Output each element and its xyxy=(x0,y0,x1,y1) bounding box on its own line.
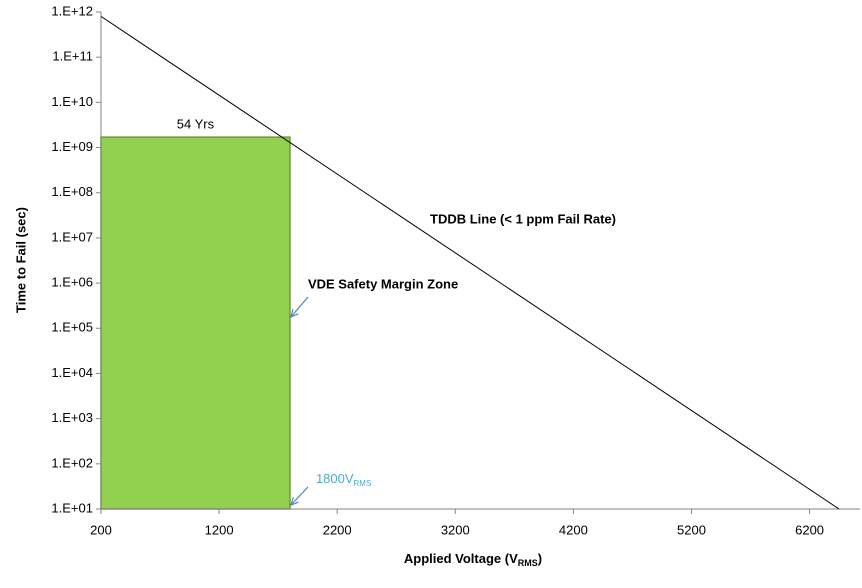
y-tick-label: 1.E+05 xyxy=(51,320,93,335)
y-tick-label: 1.E+03 xyxy=(51,410,93,425)
zone-name: VDE Safety Margin Zone xyxy=(308,276,458,291)
y-tick-label: 1.E+02 xyxy=(51,455,93,470)
y-tick-label: 1.E+04 xyxy=(51,365,93,380)
x-axis-title: Applied Voltage (VRMS) xyxy=(404,551,542,568)
y-axis-title: Time to Fail (sec) xyxy=(13,207,28,313)
x-tick-label: 200 xyxy=(90,522,112,537)
x-tick-label: 3200 xyxy=(441,522,470,537)
arrow xyxy=(290,296,309,318)
y-tick-label: 1.E+07 xyxy=(51,229,93,244)
y-tick-label: 1.E+12 xyxy=(51,3,93,18)
marker-text: 1800V xyxy=(316,471,354,486)
x-tick-label: 4200 xyxy=(559,522,588,537)
y-tick-label: 1.E+09 xyxy=(51,139,93,154)
marker-sub: RMS xyxy=(354,479,372,488)
y-tick-label: 1.E+11 xyxy=(52,49,93,64)
series-label: TDDB Line (< 1 ppm Fail Rate) xyxy=(430,211,616,226)
y-tick-label: 1.E+06 xyxy=(51,275,93,290)
safety-zone xyxy=(100,136,291,510)
arrow-head xyxy=(290,497,299,507)
x-tick-label: 6200 xyxy=(795,522,824,537)
x-axis-title-tail: ) xyxy=(538,551,542,566)
marker-label: 1800VRMS xyxy=(316,471,371,488)
y-tick-label: 1.E+01 xyxy=(51,500,93,515)
y-tick-label: 1.E+08 xyxy=(51,184,93,199)
arrow xyxy=(290,486,309,506)
x-tick-label: 1200 xyxy=(205,522,234,537)
x-tick-label: 2200 xyxy=(323,522,352,537)
x-tick-label: 5200 xyxy=(677,522,706,537)
arrow-head xyxy=(290,309,299,319)
x-axis-title-text: Applied Voltage (V xyxy=(404,551,518,566)
y-tick-label: 1.E+10 xyxy=(51,94,93,109)
x-axis-title-sub: RMS xyxy=(518,558,538,568)
zone-value-label: 54 Yrs xyxy=(177,117,215,132)
tddb-line xyxy=(100,15,840,510)
